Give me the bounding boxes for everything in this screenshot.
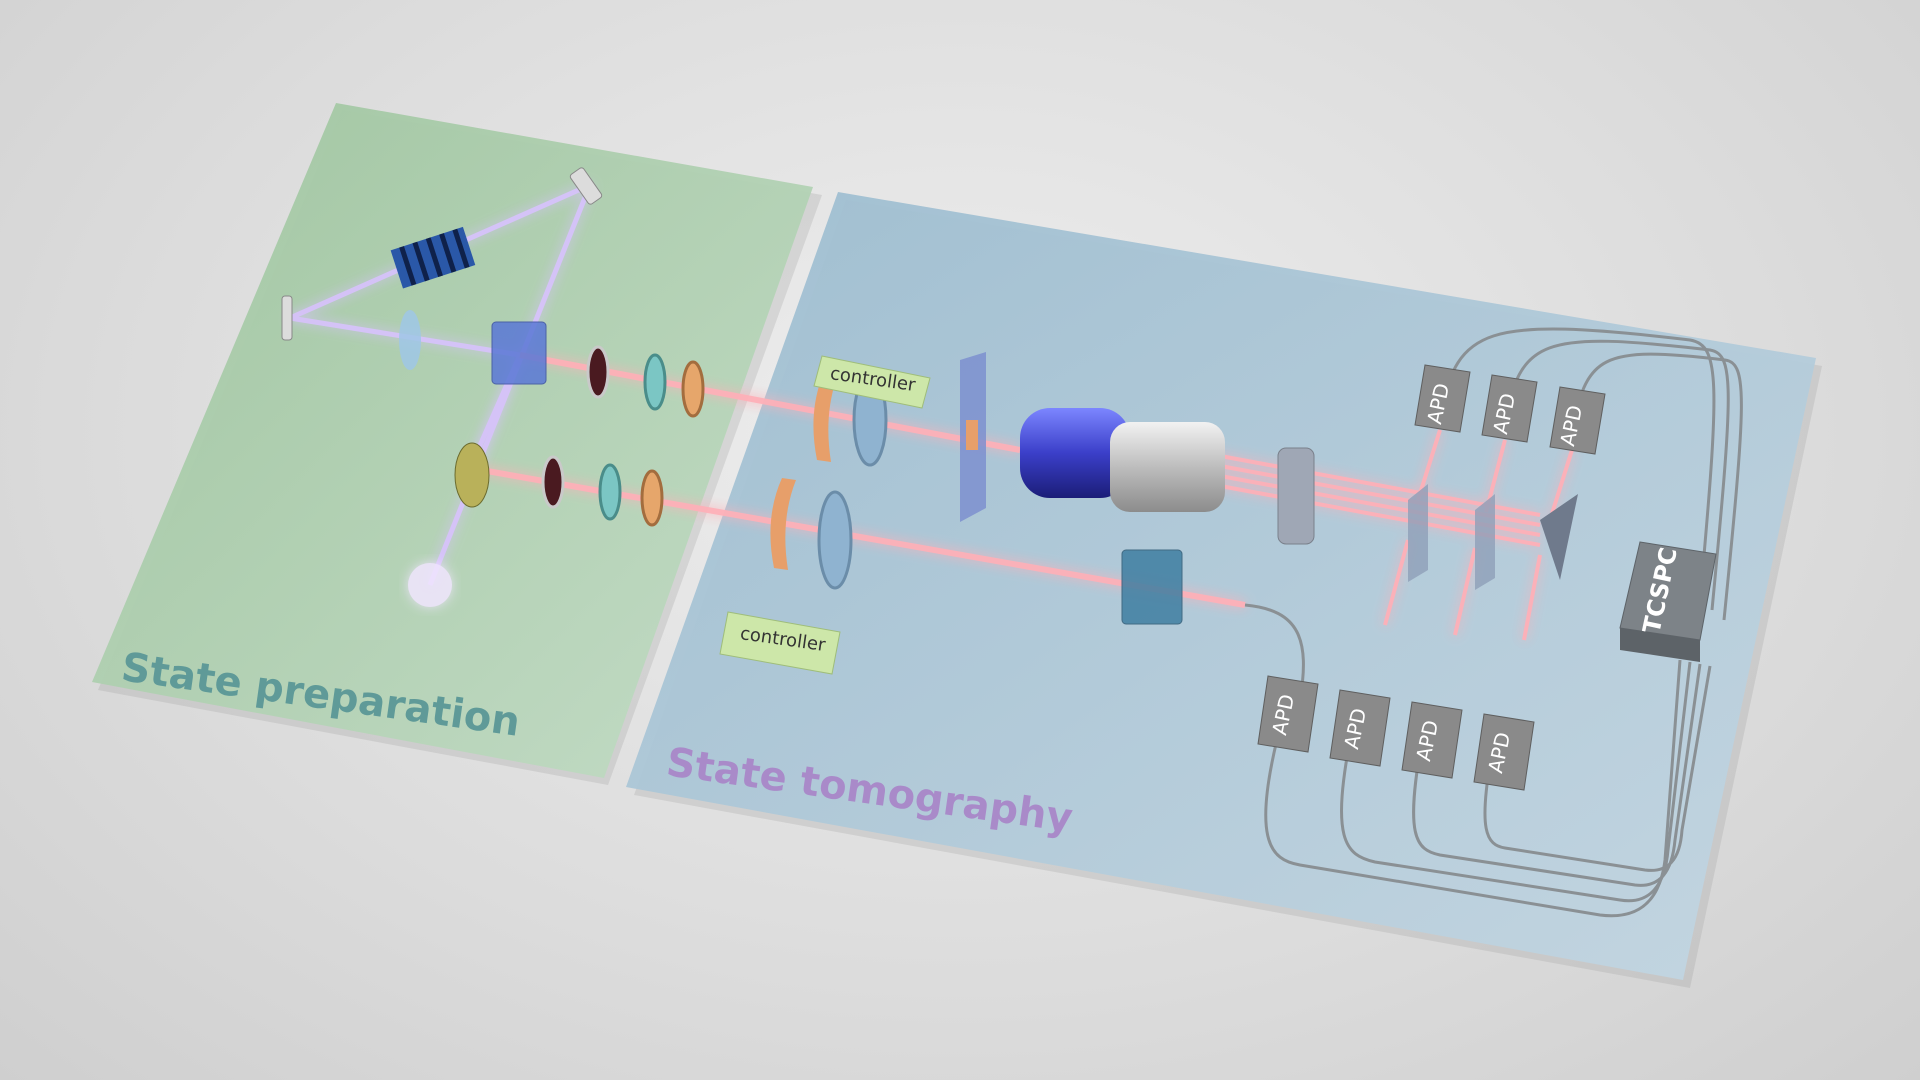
branch-beam-down <box>1453 547 1477 636</box>
crystal-stripe <box>399 246 417 286</box>
objective-blue-barrel <box>1020 408 1130 498</box>
objective-lens <box>1020 408 1225 512</box>
prism-right <box>1540 494 1578 580</box>
lower-apd-group: APD APD APD APD <box>1257 675 1535 791</box>
apd-lower-4: APD <box>1473 713 1535 791</box>
polarization-beam-splitter <box>1121 549 1183 625</box>
branch-beam-up <box>1416 429 1442 501</box>
filter-upper <box>586 345 610 399</box>
filter-lower <box>541 455 565 509</box>
fiber-cable <box>1438 327 1716 601</box>
pump-source <box>408 563 452 607</box>
apd-box <box>1549 386 1606 455</box>
fiber-array-mount <box>1277 447 1315 545</box>
apd-box <box>1473 713 1535 791</box>
mirror-left <box>281 295 293 341</box>
apd-box <box>1257 675 1319 753</box>
controller-upper: controller <box>813 355 931 409</box>
fiber-cable <box>1483 665 1712 872</box>
apd-lower-1: APD <box>1257 675 1319 753</box>
pump-beam-segment <box>427 184 593 586</box>
branch-beam-down <box>1522 554 1542 641</box>
objective-metal-barrel <box>1110 422 1225 512</box>
crystal-stripe <box>452 228 470 269</box>
controller-box-lower <box>719 611 841 675</box>
fiber-controllers: controller controller <box>719 355 931 675</box>
tcspc-module: TCSPC <box>1619 541 1717 662</box>
paddle-blue-lower <box>817 490 853 590</box>
branch-beam-up <box>1548 449 1574 521</box>
apd-upper-1: APD <box>1414 364 1471 433</box>
tcspc-box-top <box>1619 541 1717 641</box>
tomography-optics <box>960 352 1578 625</box>
crystal-stripe <box>439 233 457 273</box>
state-preparation-panel <box>92 103 822 785</box>
crystal-stripe <box>425 237 443 278</box>
waveplate-upper-a <box>643 353 667 411</box>
crystal-stripe <box>412 241 430 282</box>
nonlinear-crystal <box>390 226 476 289</box>
apd-box <box>1414 364 1471 433</box>
fiber-cable <box>1570 352 1743 621</box>
apd-box <box>1481 374 1538 443</box>
apd-box <box>1401 701 1463 779</box>
apd-lower-3: APD <box>1401 701 1463 779</box>
fiber-cable <box>1264 659 1682 918</box>
waveplate-upper-b <box>681 360 705 418</box>
branch-beam-down <box>1383 539 1410 626</box>
preparation-panel-top <box>92 103 813 778</box>
pbs-upper-mid <box>1475 494 1495 590</box>
pbs-upper-left <box>1408 484 1428 582</box>
lens <box>399 310 421 370</box>
paddle-orange-upper <box>813 370 839 462</box>
waveplate-lower-b <box>640 469 664 527</box>
fiber-cables <box>1244 327 1743 918</box>
waveplate-lower-a <box>598 463 622 521</box>
slm-core <box>966 420 978 450</box>
dichroic-mirror <box>454 442 490 508</box>
fiber-cable <box>1244 603 1305 701</box>
fiber-cable <box>1503 339 1730 611</box>
controller-lower: controller <box>719 611 841 675</box>
upper-apd-group: APD APD APD <box>1414 364 1606 455</box>
apd-upper-3: APD <box>1549 386 1606 455</box>
tcspc-box-side <box>1620 628 1700 662</box>
beam-splitter-cube <box>491 321 547 385</box>
mirror-top <box>569 167 603 205</box>
controller-box-upper <box>813 355 931 409</box>
preparation-optics <box>281 167 705 607</box>
apd-box <box>1329 689 1391 767</box>
apd-lower-2: APD <box>1329 689 1391 767</box>
apd-upper-2: APD <box>1481 374 1538 443</box>
paddle-orange-lower <box>770 478 796 570</box>
